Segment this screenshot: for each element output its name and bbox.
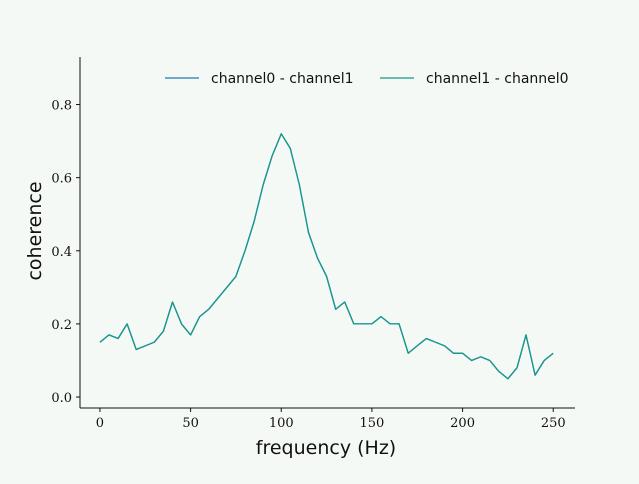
- y-tick-label: 0.4: [51, 245, 72, 260]
- y-tick-label: 0.0: [51, 391, 72, 406]
- legend-label-1: channel1 - channel0: [426, 71, 569, 87]
- series-line-1: [99, 133, 554, 380]
- x-axis-label: frequency (Hz): [256, 437, 396, 459]
- series-layer: [99, 133, 554, 380]
- x-tick-label: 50: [182, 416, 199, 431]
- y-tick-label: 0.8: [51, 99, 72, 114]
- x-tick-label: 0: [96, 416, 104, 431]
- axes: [79, 57, 575, 409]
- x-tick-label: 200: [450, 416, 475, 431]
- y-tick-label: 0.6: [51, 172, 72, 187]
- series-line-0: [99, 133, 554, 380]
- x-tick-label: 100: [269, 416, 294, 431]
- x-tick-label: 150: [360, 416, 385, 431]
- legend: channel0 - channel1 channel1 - channel0: [165, 71, 569, 87]
- y-tick-label: 0.2: [51, 318, 72, 333]
- y-axis-label: coherence: [24, 181, 46, 280]
- x-ticks: 0 50 100 150 200 250: [96, 408, 566, 431]
- legend-label-0: channel0 - channel1: [211, 71, 354, 87]
- y-ticks: 0.0 0.2 0.4 0.6 0.8: [51, 99, 80, 406]
- x-tick-label: 250: [541, 416, 566, 431]
